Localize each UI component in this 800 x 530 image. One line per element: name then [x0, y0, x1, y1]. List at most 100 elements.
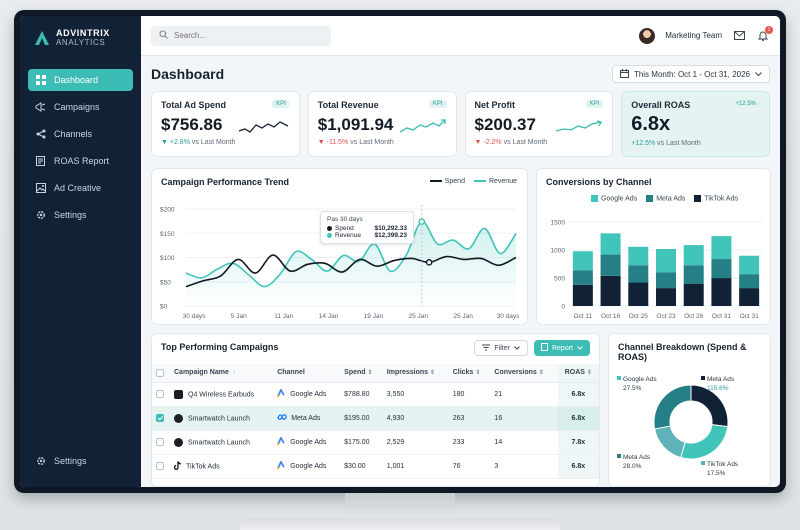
trend-legend: Spend Revenue: [429, 178, 517, 185]
impressions-cell: 4,930: [382, 406, 449, 431]
impressions-cell: 3,550: [382, 382, 449, 407]
legend-swatch: [617, 454, 621, 458]
slice-name-label: Meta Ads: [707, 376, 735, 383]
brand-logo-icon: [34, 30, 50, 46]
table-row[interactable]: Smartwatch Launch Google Ads $175.00 2,5…: [152, 430, 599, 455]
conversions-chart[interactable]: 1500 1000 500 0 Oct 11 Oct 16 Oct 25 Oct 23 Oct …: [537, 169, 772, 326]
report-button[interactable]: Report: [533, 340, 590, 356]
topbar-right: Marketing Team 1: [639, 25, 773, 44]
kpi-card-overall-roas[interactable]: Overall ROAS +12.5% 6.8x +12.5% vs Last …: [621, 91, 770, 157]
kpi-badge: KPI: [428, 100, 447, 108]
legend-swatch: [701, 461, 705, 465]
kpi-card-total-revenue[interactable]: Total Revenue KPI $1,091.94 ▼ -11.5% vs …: [307, 91, 457, 157]
y-tick-label: $150: [160, 231, 175, 238]
slice-percent-label: 28.0%: [623, 463, 642, 470]
sidebar-item-label: Dashboard: [54, 75, 99, 85]
kpi-delta-suffix: vs Last Month: [191, 139, 236, 146]
bar-segment-tiktok-ads: [600, 275, 621, 306]
kpi-delta-suffix: vs Last Month: [350, 139, 394, 146]
sidebar-item-settings[interactable]: Settings: [28, 204, 133, 226]
select-all-checkbox[interactable]: [156, 368, 164, 377]
avatar[interactable]: [639, 27, 656, 44]
panel-title: Conversions by Channel: [546, 177, 652, 187]
clicks-cell: 76: [448, 454, 491, 479]
sort-icon: ⇕: [367, 370, 373, 377]
filter-button[interactable]: Filter: [474, 340, 528, 356]
y-tick-label: 1000: [551, 248, 566, 255]
col-header-roas[interactable]: ROAS ⇕: [557, 364, 599, 383]
row-checkbox[interactable]: [156, 390, 164, 398]
sidebar-item-ad-creative[interactable]: Ad Creative: [28, 177, 133, 199]
row-select-cell[interactable]: [152, 382, 170, 407]
x-tick-label: Oct 23: [656, 313, 676, 320]
col-header-impressions[interactable]: Impressions ⇕: [382, 364, 449, 383]
search-box[interactable]: [151, 25, 331, 46]
mail-icon[interactable]: [732, 29, 746, 43]
brand-subtitle: ANALYTICS: [56, 38, 106, 47]
kpi-value: $200.37: [474, 115, 536, 134]
row-checkbox[interactable]: [156, 462, 164, 470]
roas-cell: 6.8x: [557, 454, 599, 479]
date-range-picker[interactable]: This Month: Oct 1 - Oct 31, 2026: [611, 65, 770, 83]
table-row[interactable]: Q4 Wireless Earbuds Google Ads $788.80 3…: [152, 382, 599, 407]
x-tick-label: 5 Jan: [231, 313, 247, 320]
row-select-cell[interactable]: [152, 454, 170, 479]
kpi-title: Overall ROAS: [631, 100, 691, 110]
clicks-cell: 180: [448, 382, 491, 407]
smartwatch-icon: [174, 437, 183, 447]
table-row[interactable]: Smartwatch Launch Meta Ads $195.00 4,930…: [152, 406, 599, 431]
col-header-spend[interactable]: Spend ⇕: [340, 364, 383, 383]
kpi-delta-suffix: vs Last Month: [503, 139, 548, 146]
clicks-cell: 233: [448, 430, 491, 455]
kpi-delta-suffix: vs Last Month: [657, 140, 701, 147]
col-header-channel[interactable]: Channel: [273, 364, 341, 383]
table-header-row: Campaign Name ↑ Channel Spend ⇕ Impressio…: [152, 364, 599, 383]
channel-cell: Google Ads: [273, 430, 341, 455]
y-tick-label: $100: [160, 255, 175, 262]
sidebar-item-campaigns[interactable]: Campaigns: [28, 96, 133, 118]
search-input[interactable]: [174, 31, 314, 40]
search-icon: [159, 30, 168, 41]
campaign-trend-panel: Campaign Performance Trend Spend Revenue…: [151, 168, 528, 325]
col-header-conversions[interactable]: Conversions ⇕: [490, 364, 558, 383]
bar-segment-tiktok-ads: [572, 284, 593, 306]
bell-icon[interactable]: 1: [756, 25, 773, 43]
sidebar-item-channels[interactable]: Channels: [28, 123, 133, 145]
sidebar-item-dashboard[interactable]: Dashboard: [28, 69, 133, 91]
x-tick-label: 19 Jan: [364, 313, 384, 320]
select-all-cell[interactable]: [152, 364, 170, 383]
table-row[interactable]: TikTok Ads Google Ads $30.00 1,001 76 3 …: [152, 454, 599, 479]
col-header-campaign-name[interactable]: Campaign Name ↑: [170, 364, 274, 383]
breakdown-donut-chart[interactable]: Google Ads 27.5% Meta Ads 115.6% Meta Ads 28.…: [609, 334, 772, 487]
bar-segment-tiktok-ads: [628, 282, 649, 306]
bar-segment-google-ads: [628, 246, 649, 266]
sidebar-item-settings-bottom[interactable]: Settings: [28, 450, 133, 472]
col-header-clicks[interactable]: Clicks ⇕: [448, 364, 491, 383]
kpi-badge: +12.5%: [731, 100, 760, 108]
gear-icon: [35, 210, 46, 221]
kpi-card-total-ad-spend[interactable]: Total Ad Spend KPI $756.86 ▼ +2.8% vs La…: [151, 91, 300, 157]
table-actions: Filter Report: [474, 340, 590, 356]
kpi-card-net-profit[interactable]: Net Profit KPI $200.37 ▼ -2.2% vs Last M…: [464, 91, 614, 157]
campaign-name-cell: Smartwatch Launch: [170, 406, 274, 431]
row-checkbox[interactable]: [156, 414, 164, 422]
trend-chart[interactable]: $200 $150 $100 $50 $0 30 days 5 Jan 11 Jan 14 Ja…: [152, 169, 529, 326]
sidebar-item-roas-report[interactable]: ROAS Report: [28, 150, 133, 172]
kpi-delta: +12.5% vs Last Month: [631, 140, 760, 147]
app-screen: ADVINTRIX ANALYTICS Dashboard Campaigns …: [20, 16, 780, 487]
campaigns-table: Campaign Name ↑ Channel Spend ⇕ Impressio…: [152, 364, 599, 479]
sidebar: ADVINTRIX ANALYTICS Dashboard Campaigns …: [20, 16, 141, 487]
brand-name: ADVINTRIX: [56, 28, 110, 38]
row-select-cell[interactable]: [152, 430, 170, 455]
smartwatch-icon: [174, 413, 183, 423]
earbuds-icon: [174, 389, 183, 399]
row-checkbox[interactable]: [156, 438, 164, 446]
x-tick-label: 25 Jan: [409, 313, 429, 320]
kpi-delta: ▼ +2.8% vs Last Month: [161, 139, 290, 146]
x-tick-label: 14 Jan: [319, 313, 339, 320]
user-name[interactable]: Marketing Team: [665, 31, 722, 40]
row-select-cell[interactable]: [152, 406, 170, 431]
y-tick-label: 0: [561, 304, 565, 311]
x-tick-label: Oct 25: [629, 313, 649, 320]
spend-cell: $195.00: [340, 406, 383, 431]
